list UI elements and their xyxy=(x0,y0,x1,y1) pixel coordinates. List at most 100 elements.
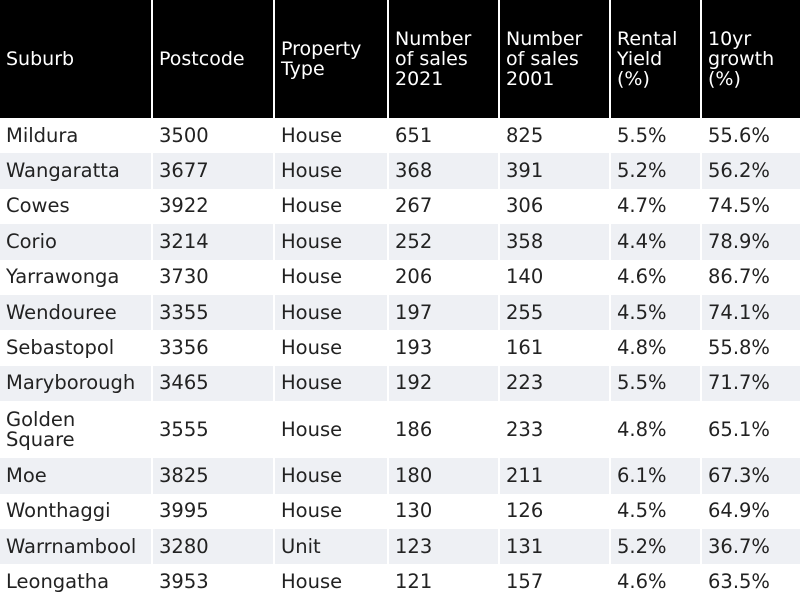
header-property-type: Property Type xyxy=(274,0,389,118)
cell-sales-2021: 130 xyxy=(388,493,500,529)
cell-suburb: Golden Square xyxy=(0,401,153,459)
cell-rental-yield: 5.5% xyxy=(610,365,702,402)
cell-10yr-growth: 36.7% xyxy=(701,528,800,565)
cell-10yr-growth: 86.7% xyxy=(701,259,800,295)
cell-suburb: Leongatha xyxy=(0,564,153,600)
cell-postcode: 3953 xyxy=(152,564,275,600)
cell-property-type: House xyxy=(274,458,389,494)
header-row: Suburb Postcode Property Type Number of … xyxy=(0,0,800,118)
cell-sales-2021: 192 xyxy=(388,365,500,402)
cell-sales-2021: 197 xyxy=(388,294,500,331)
header-sales-2001: Number of sales 2001 xyxy=(499,0,611,118)
cell-suburb: Yarrawonga xyxy=(0,259,153,295)
cell-10yr-growth: 56.2% xyxy=(701,153,800,189)
cell-rental-yield: 4.5% xyxy=(610,493,702,529)
cell-postcode: 3825 xyxy=(152,458,275,494)
cell-10yr-growth: 55.8% xyxy=(701,330,800,366)
cell-rental-yield: 5.2% xyxy=(610,528,702,565)
cell-suburb: Corio xyxy=(0,224,153,260)
cell-sales-2021: 123 xyxy=(388,528,500,565)
cell-sales-2001: 131 xyxy=(499,528,611,565)
cell-rental-yield: 5.2% xyxy=(610,153,702,189)
cell-postcode: 3280 xyxy=(152,528,275,565)
cell-rental-yield: 4.8% xyxy=(610,330,702,366)
cell-sales-2001: 391 xyxy=(499,153,611,189)
header-suburb: Suburb xyxy=(0,0,153,118)
cell-postcode: 3355 xyxy=(152,294,275,331)
cell-10yr-growth: 64.9% xyxy=(701,493,800,529)
table-row: Warrnambool 3280 Unit 123 131 5.2% 36.7% xyxy=(0,528,800,565)
table-row: Mildura 3500 House 651 825 5.5% 55.6% xyxy=(0,118,800,154)
cell-postcode: 3356 xyxy=(152,330,275,366)
cell-suburb: Mildura xyxy=(0,118,153,154)
cell-suburb: Wonthaggi xyxy=(0,493,153,529)
cell-10yr-growth: 74.1% xyxy=(701,294,800,331)
cell-rental-yield: 4.5% xyxy=(610,294,702,331)
cell-sales-2001: 140 xyxy=(499,259,611,295)
table-row: Wonthaggi 3995 House 130 126 4.5% 64.9% xyxy=(0,493,800,529)
table-row: Moe 3825 House 180 211 6.1% 67.3% xyxy=(0,458,800,494)
cell-sales-2001: 223 xyxy=(499,365,611,402)
cell-10yr-growth: 63.5% xyxy=(701,564,800,600)
cell-sales-2021: 180 xyxy=(388,458,500,494)
cell-sales-2001: 157 xyxy=(499,564,611,600)
cell-sales-2021: 252 xyxy=(388,224,500,260)
cell-suburb: Cowes xyxy=(0,188,153,225)
cell-property-type: House xyxy=(274,493,389,529)
header-10yr-growth: 10yr growth (%) xyxy=(701,0,800,118)
cell-rental-yield: 5.5% xyxy=(610,118,702,154)
header-postcode: Postcode xyxy=(152,0,275,118)
table-row: Maryborough 3465 House 192 223 5.5% 71.7% xyxy=(0,365,800,402)
cell-suburb: Maryborough xyxy=(0,365,153,402)
cell-suburb: Wendouree xyxy=(0,294,153,331)
cell-sales-2001: 255 xyxy=(499,294,611,331)
cell-property-type: House xyxy=(274,401,389,459)
cell-rental-yield: 4.4% xyxy=(610,224,702,260)
cell-property-type: House xyxy=(274,365,389,402)
cell-suburb: Moe xyxy=(0,458,153,494)
cell-10yr-growth: 55.6% xyxy=(701,118,800,154)
table-header: Suburb Postcode Property Type Number of … xyxy=(0,0,800,118)
cell-property-type: House xyxy=(274,564,389,600)
cell-property-type: House xyxy=(274,153,389,189)
table-row: Corio 3214 House 252 358 4.4% 78.9% xyxy=(0,224,800,260)
cell-property-type: House xyxy=(274,294,389,331)
cell-10yr-growth: 71.7% xyxy=(701,365,800,402)
cell-property-type: House xyxy=(274,224,389,260)
cell-rental-yield: 4.7% xyxy=(610,188,702,225)
cell-sales-2021: 121 xyxy=(388,564,500,600)
cell-property-type: House xyxy=(274,259,389,295)
cell-suburb: Warrnambool xyxy=(0,528,153,565)
cell-sales-2001: 306 xyxy=(499,188,611,225)
cell-postcode: 3677 xyxy=(152,153,275,189)
cell-suburb: Sebastopol xyxy=(0,330,153,366)
table-row: Leongatha 3953 House 121 157 4.6% 63.5% xyxy=(0,564,800,600)
table-row: Sebastopol 3356 House 193 161 4.8% 55.8% xyxy=(0,330,800,366)
cell-sales-2001: 126 xyxy=(499,493,611,529)
cell-postcode: 3214 xyxy=(152,224,275,260)
cell-sales-2001: 211 xyxy=(499,458,611,494)
cell-property-type: House xyxy=(274,118,389,154)
cell-sales-2001: 161 xyxy=(499,330,611,366)
cell-postcode: 3995 xyxy=(152,493,275,529)
table-row: Yarrawonga 3730 House 206 140 4.6% 86.7% xyxy=(0,259,800,295)
cell-10yr-growth: 74.5% xyxy=(701,188,800,225)
cell-property-type: Unit xyxy=(274,528,389,565)
header-sales-2021: Number of sales 2021 xyxy=(388,0,500,118)
table-row: Wangaratta 3677 House 368 391 5.2% 56.2% xyxy=(0,153,800,189)
cell-rental-yield: 4.8% xyxy=(610,401,702,459)
cell-sales-2001: 358 xyxy=(499,224,611,260)
cell-sales-2001: 825 xyxy=(499,118,611,154)
cell-postcode: 3922 xyxy=(152,188,275,225)
cell-sales-2021: 368 xyxy=(388,153,500,189)
table-row: Wendouree 3355 House 197 255 4.5% 74.1% xyxy=(0,294,800,331)
cell-postcode: 3500 xyxy=(152,118,275,154)
cell-suburb: Wangaratta xyxy=(0,153,153,189)
cell-sales-2021: 651 xyxy=(388,118,500,154)
header-rental-yield: Rental Yield (%) xyxy=(610,0,702,118)
cell-10yr-growth: 78.9% xyxy=(701,224,800,260)
cell-sales-2021: 267 xyxy=(388,188,500,225)
table-row: Golden Square 3555 House 186 233 4.8% 65.1% xyxy=(0,401,800,459)
cell-rental-yield: 4.6% xyxy=(610,259,702,295)
cell-sales-2021: 186 xyxy=(388,401,500,459)
